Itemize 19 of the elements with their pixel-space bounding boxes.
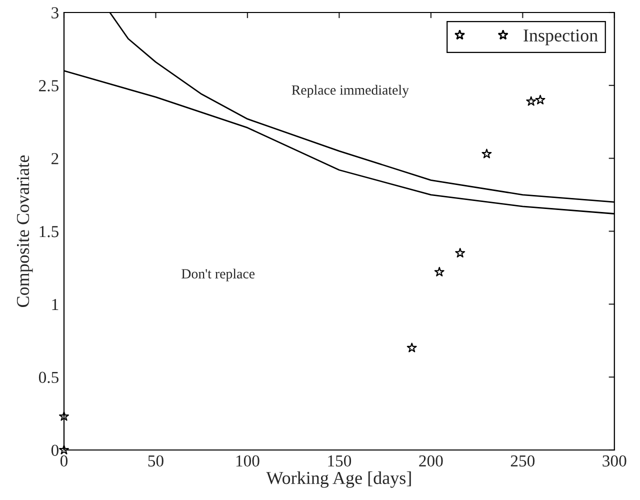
annotation: Don't replace <box>182 268 255 282</box>
x-axis-title: Working Age [days] <box>266 471 411 488</box>
x-tick-label: 150 <box>328 455 352 467</box>
y-tick-label: 1.5 <box>40 226 58 238</box>
y-axis-title: Composite Covariate <box>16 155 33 307</box>
y-tick-label: 1 <box>52 298 58 310</box>
y-tick-label: 3 <box>52 7 58 18</box>
y-tick-label: 2 <box>52 153 58 164</box>
y-tick-label: 2.5 <box>39 80 58 92</box>
y-tick-label: 0 <box>51 444 59 456</box>
x-tick-label: 250 <box>510 455 535 467</box>
y-tick-label: 0.5 <box>38 372 58 384</box>
annotation: Replace immediately <box>292 84 409 98</box>
x-tick-label: 300 <box>602 455 626 467</box>
x-tick-label: 200 <box>419 455 443 467</box>
x-tick-label: 50 <box>148 455 164 467</box>
legend-label: Inspection <box>524 29 598 46</box>
x-tick-label: 0 <box>60 455 68 467</box>
x-tick-label: 100 <box>236 455 260 467</box>
